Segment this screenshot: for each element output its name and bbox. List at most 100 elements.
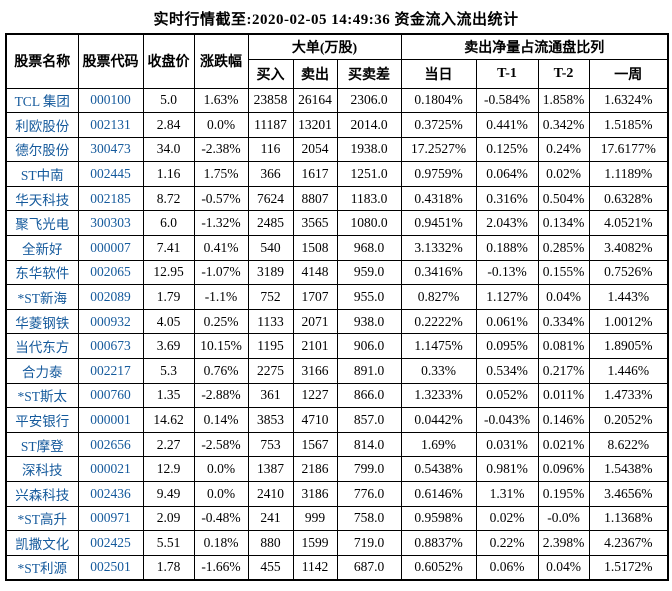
sell-volume-cell: 1707 [292, 284, 338, 310]
stock-code-cell: 000001 [77, 407, 144, 433]
ratio-day-cell: 1.1475% [400, 333, 477, 360]
buy-volume-cell: 7624 [247, 185, 294, 212]
stock-code-cell: 000932 [77, 308, 144, 335]
table-row: 兴森科技 002436 9.49 0.0% 2410 3186 776.0 0.6146% 1.… [5, 481, 669, 507]
table-row: 东华软件 002065 12.95 -1.07% 3189 4148 959.0 0.3416… [5, 259, 669, 286]
buy-volume-cell: 3853 [247, 407, 294, 433]
change-pct-cell: 0.0% [193, 456, 249, 482]
ratio-t2-cell: 0.134% [537, 210, 590, 237]
stock-name-cell: 德尔股份 [5, 136, 79, 163]
table-row: *ST利源 002501 1.78 -1.66% 455 1142 687.0 0.6052%… [5, 554, 669, 581]
close-price-cell: 2.09 [142, 505, 195, 532]
stock-name-cell: 深科技 [5, 456, 79, 482]
table-row: ST摩登 002656 2.27 -2.58% 753 1567 814.0 1.69% 0.0… [5, 431, 669, 458]
ratio-t1-cell: 0.125% [475, 136, 539, 163]
header-group-row: 股票名称 股票代码 收盘价 涨跌幅 大单(万股) 卖出净量占流通盘比列 [5, 33, 669, 89]
change-pct-cell: -0.57% [193, 185, 249, 212]
stock-name-cell: 平安银行 [5, 407, 79, 433]
table-row: 凯撒文化 002425 5.51 0.18% 880 1599 719.0 0.8837% 0.… [5, 530, 669, 556]
ratio-t1-cell: 0.981% [475, 456, 539, 482]
sell-volume-cell: 2101 [292, 333, 338, 360]
stock-flow-table: 股票名称 股票代码 收盘价 涨跌幅 大单(万股) 卖出净量占流通盘比列 买入 卖… [5, 33, 670, 581]
change-pct-cell: 10.15% [193, 333, 249, 360]
close-price-cell: 3.69 [142, 333, 195, 360]
group-header-big-orders: 大单(万股) [247, 33, 402, 60]
close-price-cell: 34.0 [142, 136, 195, 163]
close-price-cell: 8.72 [142, 185, 195, 212]
stock-code-cell: 002501 [77, 554, 144, 581]
ratio-t1-cell: 0.188% [475, 235, 539, 261]
buy-volume-cell: 2485 [247, 210, 294, 237]
ratio-day-cell: 0.6146% [400, 481, 477, 507]
buy-volume-cell: 2275 [247, 358, 294, 384]
ratio-day-cell: 0.3725% [400, 112, 477, 138]
stock-code-cell: 002217 [77, 358, 144, 384]
ratio-week-cell: 1.8905% [588, 333, 669, 360]
ratio-week-cell: 3.4082% [588, 235, 669, 261]
change-pct-cell: 0.14% [193, 407, 249, 433]
sell-volume-cell: 1142 [292, 554, 338, 581]
stock-name-cell: 全新好 [5, 235, 79, 261]
close-price-cell: 7.41 [142, 235, 195, 261]
ratio-t1-cell: -0.13% [475, 259, 539, 286]
stock-code-cell: 002131 [77, 112, 144, 138]
ratio-day-cell: 0.5438% [400, 456, 477, 482]
table-row: 合力泰 002217 5.3 0.76% 2275 3166 891.0 0.33% 0.534… [5, 358, 669, 384]
ratio-t2-cell: 0.096% [537, 456, 590, 482]
change-pct-cell: -0.48% [193, 505, 249, 532]
stock-code-cell: 000673 [77, 333, 144, 360]
buy-volume-cell: 241 [247, 505, 294, 532]
stock-code-cell: 000100 [77, 87, 144, 114]
col-header-close-price: 收盘价 [142, 33, 195, 89]
buy-sell-diff-cell: 687.0 [336, 554, 402, 581]
stock-name-cell: 华天科技 [5, 185, 79, 212]
change-pct-cell: -1.07% [193, 259, 249, 286]
buy-volume-cell: 752 [247, 284, 294, 310]
buy-sell-diff-cell: 719.0 [336, 530, 402, 556]
change-pct-cell: 0.41% [193, 235, 249, 261]
table-row: 华天科技 002185 8.72 -0.57% 7624 8807 1183.0 0.4318… [5, 185, 669, 212]
col-header-sell: 卖出 [292, 58, 338, 89]
stock-code-cell: 002445 [77, 161, 144, 187]
table-row: 全新好 000007 7.41 0.41% 540 1508 968.0 3.1332% 0.1… [5, 235, 669, 261]
buy-sell-diff-cell: 857.0 [336, 407, 402, 433]
ratio-day-cell: 0.4318% [400, 185, 477, 212]
ratio-day-cell: 0.0442% [400, 407, 477, 433]
close-price-cell: 1.35 [142, 382, 195, 409]
ratio-week-cell: 1.4733% [588, 382, 669, 409]
col-header-stock-code: 股票代码 [77, 33, 144, 89]
stock-code-cell: 000007 [77, 235, 144, 261]
buy-volume-cell: 2410 [247, 481, 294, 507]
buy-sell-diff-cell: 968.0 [336, 235, 402, 261]
ratio-week-cell: 1.5438% [588, 456, 669, 482]
stock-code-cell: 000760 [77, 382, 144, 409]
sell-volume-cell: 3186 [292, 481, 338, 507]
ratio-day-cell: 0.6052% [400, 554, 477, 581]
ratio-week-cell: 3.4656% [588, 481, 669, 507]
table-row: ST中南 002445 1.16 1.75% 366 1617 1251.0 0.9759% 0… [5, 161, 669, 187]
buy-volume-cell: 11187 [247, 112, 294, 138]
stock-name-cell: ST摩登 [5, 431, 79, 458]
table-row: 平安银行 000001 14.62 0.14% 3853 4710 857.0 0.0442%… [5, 407, 669, 433]
close-price-cell: 14.62 [142, 407, 195, 433]
buy-sell-diff-cell: 891.0 [336, 358, 402, 384]
col-header-day: 当日 [400, 58, 477, 89]
col-header-buy-sell-diff: 买卖差 [336, 58, 402, 89]
buy-sell-diff-cell: 2014.0 [336, 112, 402, 138]
ratio-t2-cell: 0.195% [537, 481, 590, 507]
ratio-t2-cell: 2.398% [537, 530, 590, 556]
ratio-day-cell: 0.3416% [400, 259, 477, 286]
stock-name-cell: *ST新海 [5, 284, 79, 310]
ratio-t2-cell: 0.04% [537, 284, 590, 310]
sell-volume-cell: 999 [292, 505, 338, 532]
ratio-day-cell: 1.3233% [400, 382, 477, 409]
ratio-t1-cell: 1.31% [475, 481, 539, 507]
ratio-t1-cell: 0.534% [475, 358, 539, 384]
change-pct-cell: 0.0% [193, 112, 249, 138]
change-pct-cell: -2.58% [193, 431, 249, 458]
ratio-day-cell: 0.9759% [400, 161, 477, 187]
buy-sell-diff-cell: 814.0 [336, 431, 402, 458]
buy-sell-diff-cell: 959.0 [336, 259, 402, 286]
table-row: 利欧股份 002131 2.84 0.0% 11187 13201 2014.0 0.3725… [5, 112, 669, 138]
buy-sell-diff-cell: 2306.0 [336, 87, 402, 114]
